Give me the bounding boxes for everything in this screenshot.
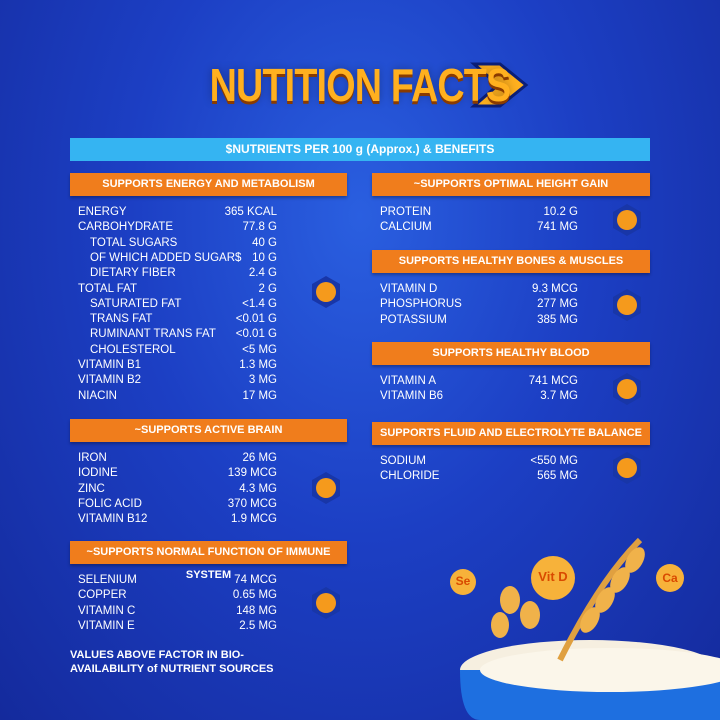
nutrient-amount: 74 MCG xyxy=(234,574,277,586)
nutrient-amount: 365 KCAL xyxy=(224,206,277,218)
nutrient-amount: <5 MG xyxy=(242,343,277,356)
nutrient-name: CARBOHYDRATE xyxy=(78,221,173,234)
nutrient-name: VITAMIN B6 xyxy=(380,390,444,403)
nutrient-name: VITAMIN C xyxy=(78,604,136,617)
nutrient-amount: 77.8 G xyxy=(242,221,277,234)
cereal-illustration xyxy=(450,537,720,720)
section-header: SUPPORTS HEALTHY BLOOD xyxy=(372,342,650,365)
nutrient-name: OF WHICH ADDED SUGAR$ xyxy=(90,251,242,264)
nutrient-amount: 0.65 MG xyxy=(232,589,277,602)
nutrient-name: VITAMIN E xyxy=(78,619,135,632)
nutrient-name: POTASSIUM xyxy=(380,313,447,326)
title: NUTITION FACTS xyxy=(209,59,512,111)
badge: Se xyxy=(455,574,471,588)
nutrient-amount: 1.9 MCG xyxy=(230,513,277,526)
nutrient-name: FOLIC ACID xyxy=(78,497,142,510)
section-header: SUPPORTS HEALTHY BONES & MUSCLES xyxy=(372,250,650,273)
nutrient-name: PROTEIN xyxy=(380,206,432,218)
nutrient-amount: <0.01 G xyxy=(235,328,277,341)
benefit-icon xyxy=(312,276,340,308)
nutrient-name: ENERGY xyxy=(78,206,127,218)
nutrient-name: TOTAL SUGARS xyxy=(90,236,178,249)
benefit-icon xyxy=(312,472,340,504)
nutrient-amount: 385 MG xyxy=(537,313,578,326)
nutrient-amount: 2.5 MG xyxy=(239,619,277,632)
nutrient-amount: 565 MG xyxy=(537,470,578,483)
nutrient-name: VITAMIN D xyxy=(380,283,438,295)
badge: Ca xyxy=(662,571,678,585)
nutrient-amount: 2 G xyxy=(258,282,277,295)
nutrient-name: IRON xyxy=(78,452,107,464)
nutrient-name: IODINE xyxy=(78,467,118,480)
nutrient-amount: <1.4 G xyxy=(242,297,277,310)
nutrient-name: SELENIUM xyxy=(78,574,137,586)
nutrient-amount: 3 MG xyxy=(248,374,277,387)
nutrient-amount: 148 MG xyxy=(236,604,277,617)
nutrient-amount: 1.3 MG xyxy=(239,359,277,371)
nutrient-name: SATURATED FAT xyxy=(90,297,182,310)
nutrient-name: DIETARY FIBER xyxy=(90,267,176,280)
nutrient-amount: 2.4 G xyxy=(248,267,277,280)
nutrient-name: PHOSPHORUS xyxy=(380,298,462,311)
nutrient-amount: 26 MG xyxy=(242,452,277,464)
benefit-icon xyxy=(312,587,340,619)
nutrient-amount: 10 G xyxy=(252,251,277,264)
nutrient-amount: 9.3 MCG xyxy=(531,283,578,295)
benefit-icon xyxy=(613,373,641,405)
nutrient-name: RUMINANT TRANS FAT xyxy=(90,328,216,341)
nutrient-amount: 370 MCG xyxy=(227,497,277,510)
nutrient-name: ZINC xyxy=(78,482,105,495)
nutrient-amount: 741 MCG xyxy=(528,375,578,387)
nutrient-name: CHOLESTEROL xyxy=(90,343,176,356)
section-header: ~SUPPORTS ACTIVE BRAIN xyxy=(70,419,347,442)
nutrient-amount: 17 MG xyxy=(242,389,277,402)
footnote: VALUES ABOVE FACTOR IN BIO-AVAILABILITY … xyxy=(70,649,274,675)
nutrient-name: VITAMIN B1 xyxy=(78,359,142,371)
nutrient-amount: 10.2 G xyxy=(543,206,578,218)
badge: Vit D xyxy=(538,569,568,584)
nutrient-amount: 3.7 MG xyxy=(540,390,578,403)
nutrient-amount: 40 G xyxy=(252,236,277,249)
section-header: SUPPORTS ENERGY AND METABOLISM xyxy=(70,173,347,196)
nutrient-name: VITAMIN B2 xyxy=(78,374,142,387)
nutrient-amount: 139 MCG xyxy=(227,467,277,480)
nutrient-amount: 4.3 MG xyxy=(239,482,277,495)
subtitle-bar: $NUTRIENTS PER 100 g (Approx.) & BENEFIT… xyxy=(70,138,650,161)
nutrient-name: TRANS FAT xyxy=(90,313,153,326)
benefit-icon xyxy=(613,452,641,484)
nutrient-name: CHLORIDE xyxy=(380,470,440,483)
nutrient-amount: <550 MG xyxy=(530,455,578,467)
nutrient-name: SODIUM xyxy=(380,455,426,467)
nutrient-amount: 741 MG xyxy=(537,221,578,234)
section-header: ~SUPPORTS OPTIMAL HEIGHT GAIN xyxy=(372,173,650,196)
nutrient-name: VITAMIN B12 xyxy=(78,513,148,526)
nutrient-amount: 277 MG xyxy=(537,298,578,311)
nutrient-name: COPPER xyxy=(78,589,127,602)
chevron-icon xyxy=(470,62,529,108)
nutrient-name: NIACIN xyxy=(78,389,117,402)
nutrient-name: TOTAL FAT xyxy=(78,282,137,295)
section-header: ~SUPPORTS NORMAL FUNCTION OF IMMUNE SYST… xyxy=(70,541,347,581)
section-header: SUPPORTS FLUID AND ELECTROLYTE BALANCE xyxy=(372,422,650,445)
benefit-icon xyxy=(613,289,641,321)
nutrient-name: CALCIUM xyxy=(380,221,432,234)
nutrient-amount: <0.01 G xyxy=(235,313,277,326)
benefit-icon xyxy=(613,204,641,236)
nutrient-name: VITAMIN A xyxy=(380,375,437,387)
